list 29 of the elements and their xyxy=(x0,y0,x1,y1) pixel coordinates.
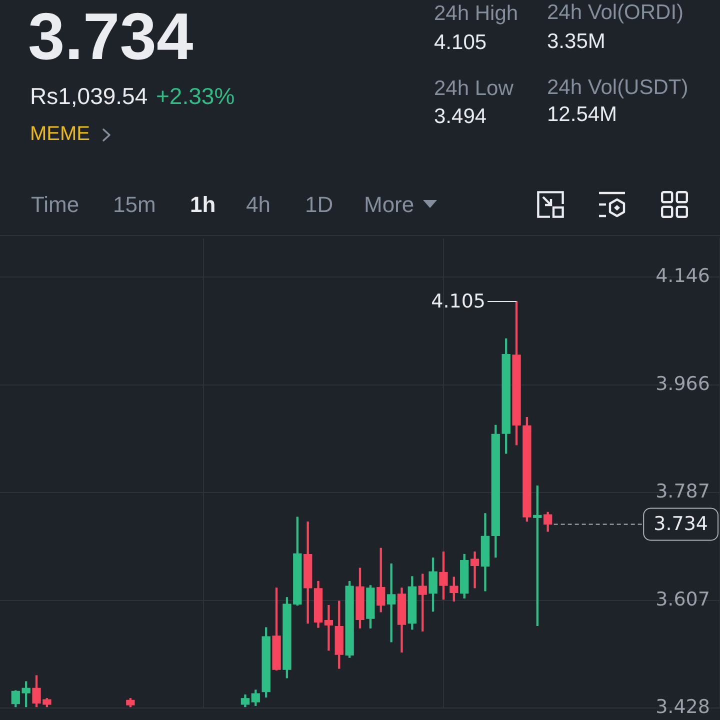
text: 1D xyxy=(305,192,334,217)
text: 1h xyxy=(190,192,216,217)
text: 24h Vol(ORDI) xyxy=(547,1,684,24)
text: 12.54M xyxy=(547,103,618,126)
ref-line-label: 3.734 xyxy=(654,513,708,536)
y-tick-label: 3.607 xyxy=(656,588,710,610)
candlestick xyxy=(470,552,480,588)
candlestick xyxy=(533,485,542,626)
text: 15m xyxy=(113,192,156,217)
y-tick-label: 3.428 xyxy=(656,696,710,718)
text: 3.35M xyxy=(547,30,606,53)
y-tick-label: 3.787 xyxy=(656,480,710,502)
text: More xyxy=(364,192,414,217)
y-tick-label: 4.146 xyxy=(656,264,710,287)
text: Time xyxy=(31,192,80,217)
text: MEME xyxy=(30,123,90,145)
text: 3.734 xyxy=(28,0,194,73)
y-tick-label: 3.966 xyxy=(656,372,710,395)
text: Rs1,039.54 xyxy=(30,83,148,109)
text: 24h Vol(USDT) xyxy=(547,76,688,99)
text: 3.494 xyxy=(434,105,487,128)
text: 4.105 xyxy=(434,31,487,54)
text: 4h xyxy=(246,192,270,217)
annotation: 4.105 xyxy=(431,290,486,312)
text: 24h Low xyxy=(434,77,514,100)
text: 24h High xyxy=(434,2,518,25)
candlestick xyxy=(386,564,396,642)
text: +2.33% xyxy=(156,83,235,109)
candlestick xyxy=(324,604,334,651)
